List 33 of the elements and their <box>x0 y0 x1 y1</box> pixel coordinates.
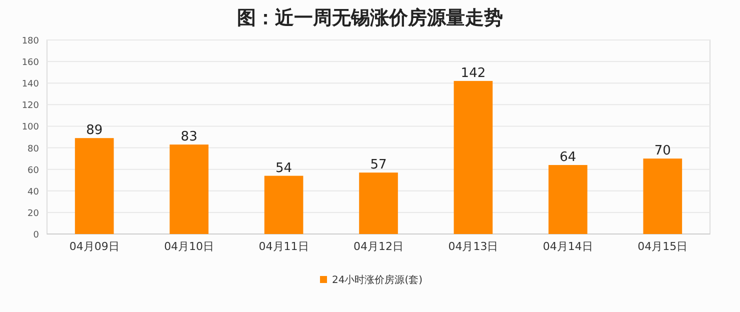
data-label: 89 <box>86 123 103 138</box>
x-tick-label: 04月13日 <box>448 240 498 253</box>
x-tick-label: 04月10日 <box>164 240 214 253</box>
bar <box>548 165 588 234</box>
y-tick-label: 120 <box>22 101 40 112</box>
data-label: 57 <box>370 158 387 173</box>
y-tick-label: 140 <box>22 80 40 90</box>
y-tick-label: 160 <box>22 58 40 68</box>
x-tick-label: 04月12日 <box>354 240 404 253</box>
bar <box>264 176 304 234</box>
x-tick-label: 04月11日 <box>258 240 309 253</box>
y-tick-label: 180 <box>22 36 40 46</box>
x-tick-label: 04月09日 <box>69 240 120 253</box>
data-label: 64 <box>560 150 576 166</box>
data-label: 70 <box>654 144 671 159</box>
y-tick-label: 60 <box>28 166 40 176</box>
y-tick-label: 20 <box>28 208 40 219</box>
chart-title: 图：近一周无锡涨价房源量走势 <box>237 7 503 29</box>
data-label: 142 <box>460 66 486 81</box>
bar <box>454 80 493 234</box>
y-tick-label: 0 <box>33 230 40 240</box>
y-tick-label: 80 <box>28 144 40 154</box>
y-tick-label: 40 <box>28 187 40 198</box>
bar <box>359 172 398 234</box>
bar <box>170 144 208 234</box>
bar <box>643 158 682 234</box>
bar <box>74 138 114 234</box>
x-tick-label: 04月15日 <box>638 240 688 253</box>
x-tick-label: 04月14日 <box>542 240 593 253</box>
data-label: 54 <box>276 160 292 176</box>
data-label: 83 <box>180 130 198 145</box>
legend-label: 24小时涨价房源(套) <box>332 274 423 286</box>
y-tick-label: 100 <box>22 122 40 133</box>
